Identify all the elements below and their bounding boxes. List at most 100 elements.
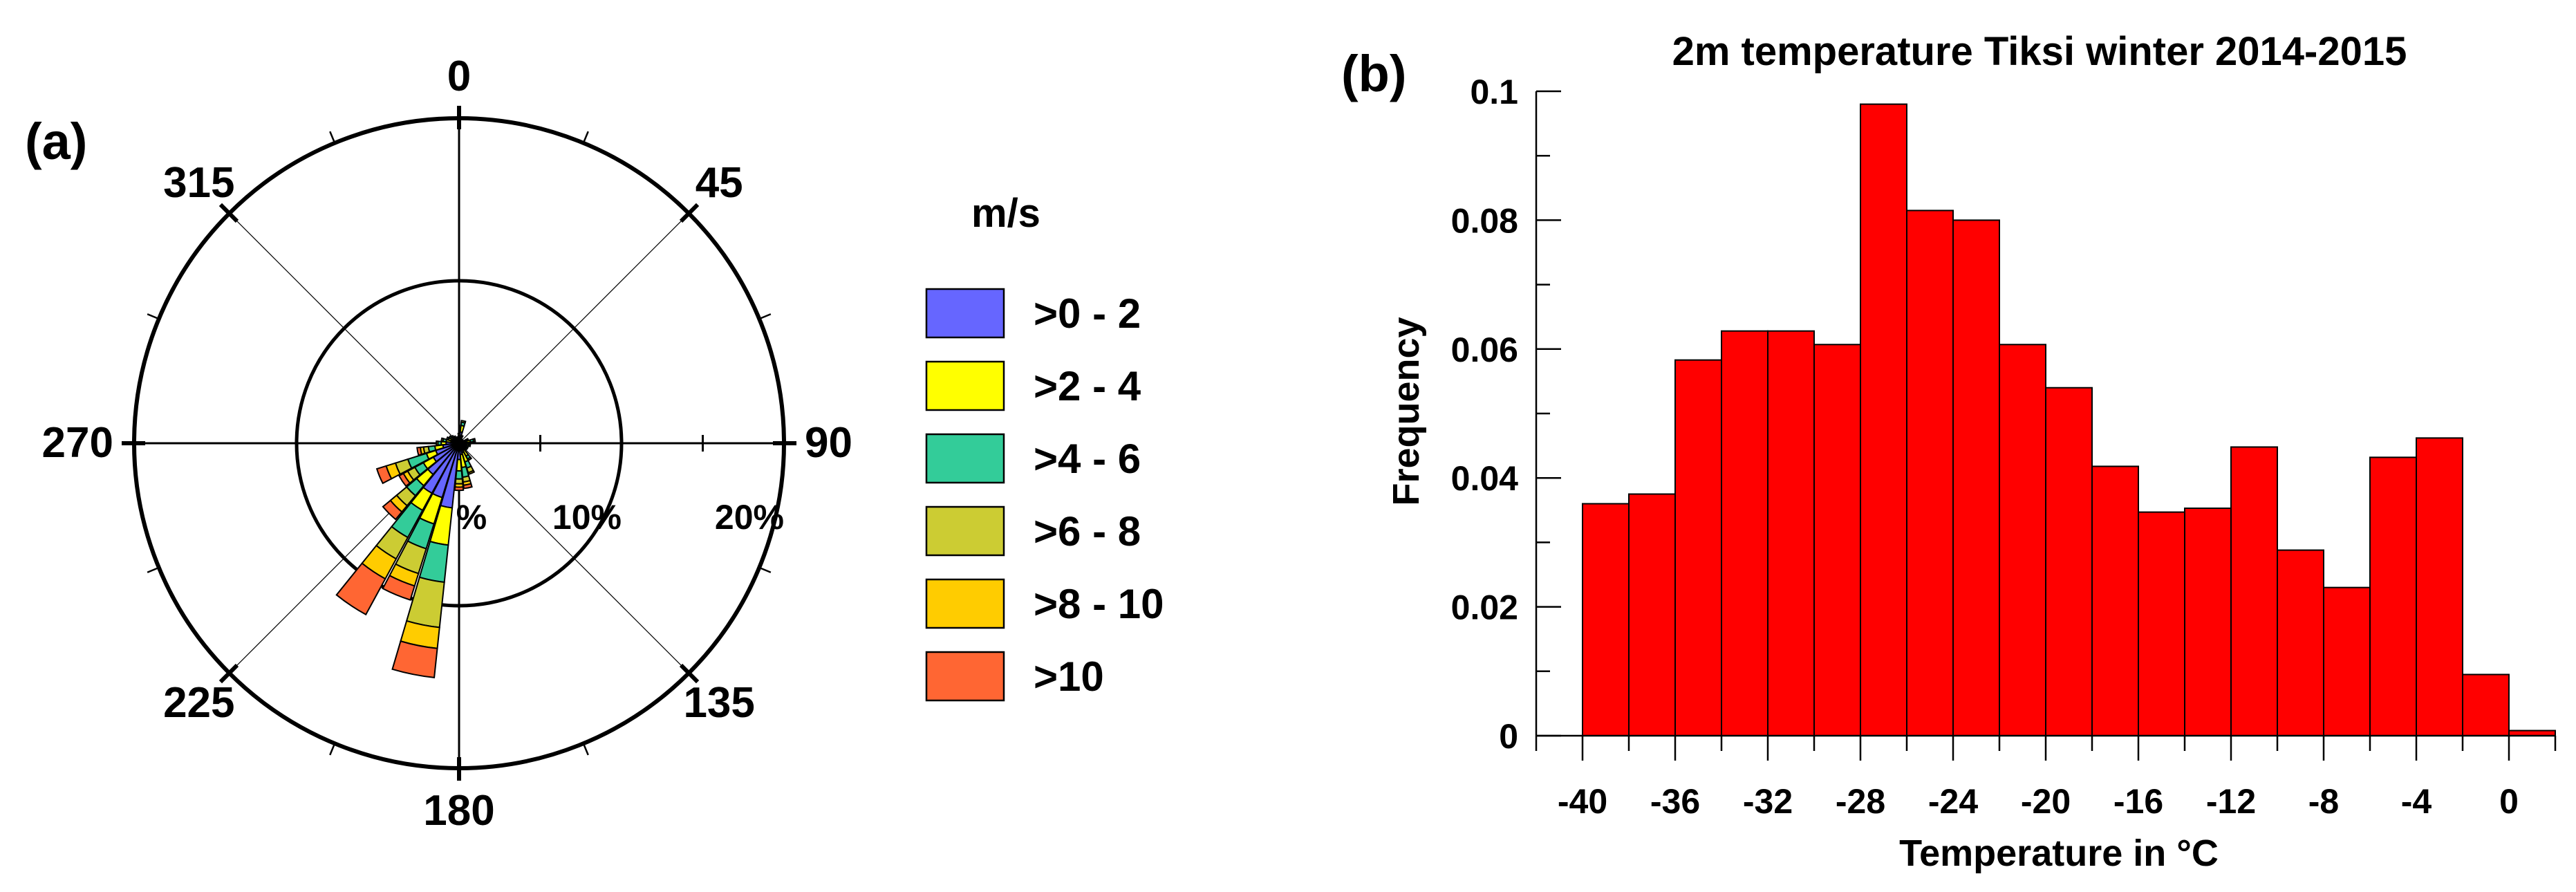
compass-tick bbox=[218, 203, 239, 223]
histogram-bar bbox=[2045, 387, 2093, 736]
histogram-bar bbox=[1767, 330, 1815, 737]
x-tick-label: -32 bbox=[1743, 782, 1793, 821]
y-tick-label: 0.04 bbox=[1451, 459, 1519, 498]
rose-segment bbox=[335, 562, 386, 616]
histogram-bar bbox=[1721, 330, 1768, 737]
x-tick-label: -4 bbox=[2401, 782, 2432, 821]
radial-label: 20% bbox=[715, 498, 784, 537]
x-tick-label: 0 bbox=[2499, 782, 2519, 821]
x-tick-label: -12 bbox=[2206, 782, 2256, 821]
histogram-bar bbox=[1582, 503, 1630, 736]
legend-label: >0 - 2 bbox=[1034, 290, 1141, 337]
y-tick-label: 0.1 bbox=[1470, 73, 1518, 111]
legend-swatch bbox=[925, 651, 1005, 702]
y-tick-label: 0.02 bbox=[1451, 588, 1518, 627]
y-ticks: 0 0.02 0.04 0.06 0.08 0.1 bbox=[1451, 73, 1561, 756]
inner-circle bbox=[295, 279, 624, 608]
compass-tick bbox=[679, 663, 700, 684]
rose-segment bbox=[472, 438, 476, 443]
histogram-bar bbox=[2369, 456, 2417, 736]
histogram-bar bbox=[2230, 446, 2278, 736]
y-tick-label: 0.06 bbox=[1451, 331, 1518, 369]
x-tick-label: -8 bbox=[2308, 782, 2339, 821]
histogram-bar bbox=[1952, 219, 2000, 736]
rose-segment bbox=[382, 499, 403, 521]
radial-label: 10% bbox=[552, 498, 622, 537]
direction-label: 0 bbox=[447, 53, 471, 100]
direction-label: 225 bbox=[163, 679, 234, 727]
histogram-bar bbox=[1628, 493, 1676, 736]
y-tick-label: 0.08 bbox=[1451, 201, 1518, 240]
histogram-bar bbox=[2138, 511, 2185, 736]
rose-segment bbox=[456, 436, 460, 440]
y-tick-label: 0 bbox=[1499, 717, 1518, 756]
rose-sectors bbox=[335, 420, 476, 678]
histogram-bar bbox=[2462, 673, 2510, 737]
rose-segment bbox=[455, 470, 463, 480]
y-axis-label: Frequency bbox=[1385, 317, 1427, 505]
histogram-bar bbox=[1999, 344, 2046, 736]
direction-label: 135 bbox=[683, 679, 754, 727]
histogram-bars bbox=[1582, 103, 2556, 737]
legend-label: >10 bbox=[1034, 653, 1104, 700]
x-tick-label: -16 bbox=[2113, 782, 2163, 821]
direction-label: 270 bbox=[42, 419, 113, 467]
histogram-bar bbox=[2277, 549, 2324, 736]
compass-tick bbox=[329, 131, 336, 144]
compass-tick bbox=[679, 203, 700, 223]
histogram-bar bbox=[1674, 359, 1722, 736]
rose-segment bbox=[463, 483, 473, 490]
legend-swatch bbox=[925, 578, 1005, 629]
histogram-title: 2m temperature Tiksi winter 2014-2015 bbox=[1672, 29, 2407, 74]
legend-swatch bbox=[925, 360, 1005, 411]
x-tick-label: -28 bbox=[1836, 782, 1885, 821]
rose-direction-labels: 0 45 90 135 180 225 270 315 bbox=[42, 53, 852, 835]
compass-tick bbox=[218, 663, 239, 684]
rose-segment bbox=[440, 437, 445, 443]
legend-label: >4 - 6 bbox=[1034, 436, 1141, 482]
rose-segment bbox=[460, 420, 467, 424]
histogram-bar bbox=[2091, 465, 2139, 736]
compass-tick bbox=[147, 566, 160, 573]
histogram-bar bbox=[1813, 344, 1861, 736]
rose-segment bbox=[464, 446, 469, 451]
legend-swatch bbox=[925, 288, 1005, 339]
wind-rose: (a) 0 45 90 135 180 225 270 315 % 10% 20% bbox=[25, 53, 852, 835]
compass-tick bbox=[329, 743, 336, 756]
rose-segment bbox=[375, 465, 393, 485]
legend-label: >2 - 4 bbox=[1034, 363, 1141, 409]
direction-label: 180 bbox=[423, 787, 494, 835]
rose-radial-labels: % 10% 20% bbox=[456, 498, 784, 537]
rose-segment bbox=[382, 575, 416, 601]
rose-segment bbox=[416, 446, 423, 456]
legend-swatch bbox=[925, 433, 1005, 484]
compass-tick bbox=[758, 566, 772, 573]
compass-tick bbox=[758, 313, 772, 320]
x-tick-label: -40 bbox=[1558, 782, 1607, 821]
legend-title: m/s bbox=[971, 191, 1040, 236]
x-axis-label: Temperature in °C bbox=[1899, 833, 2219, 874]
legend-label: >6 - 8 bbox=[1034, 508, 1141, 555]
x-ticks: -40 -36 -32 -28 -24 -20 -16 -12 -8 -4 0 bbox=[1535, 736, 2557, 821]
compass-tick bbox=[582, 131, 589, 144]
histogram-bar bbox=[1860, 103, 1907, 736]
rose-segment bbox=[391, 640, 438, 678]
rose-segment bbox=[454, 486, 465, 492]
histogram-bar bbox=[2416, 437, 2463, 737]
panel-b-label: (b) bbox=[1341, 45, 1407, 102]
x-tick-label: -20 bbox=[2021, 782, 2071, 821]
rose-segment bbox=[436, 440, 439, 447]
rose-segment bbox=[448, 435, 453, 440]
histogram-bar bbox=[1906, 210, 1954, 737]
x-tick-label: -36 bbox=[1650, 782, 1700, 821]
temperature-histogram: (b) 2m temperature Tiksi winter 2014-201… bbox=[1341, 29, 2557, 874]
legend-items: >0 - 2 >2 - 4 >4 - 6 >6 - 8 >8 - 10 >10 bbox=[925, 288, 1164, 702]
x-tick-label: -24 bbox=[1928, 782, 1978, 821]
histogram-bar bbox=[2323, 586, 2371, 737]
compass-tick bbox=[147, 313, 160, 320]
rose-segment bbox=[450, 434, 455, 439]
direction-label: 315 bbox=[163, 159, 234, 207]
speed-legend: m/s >0 - 2 >2 - 4 >4 - 6 >6 - 8 >8 - 10 >10 bbox=[925, 191, 1164, 702]
rose-segment bbox=[398, 472, 411, 487]
